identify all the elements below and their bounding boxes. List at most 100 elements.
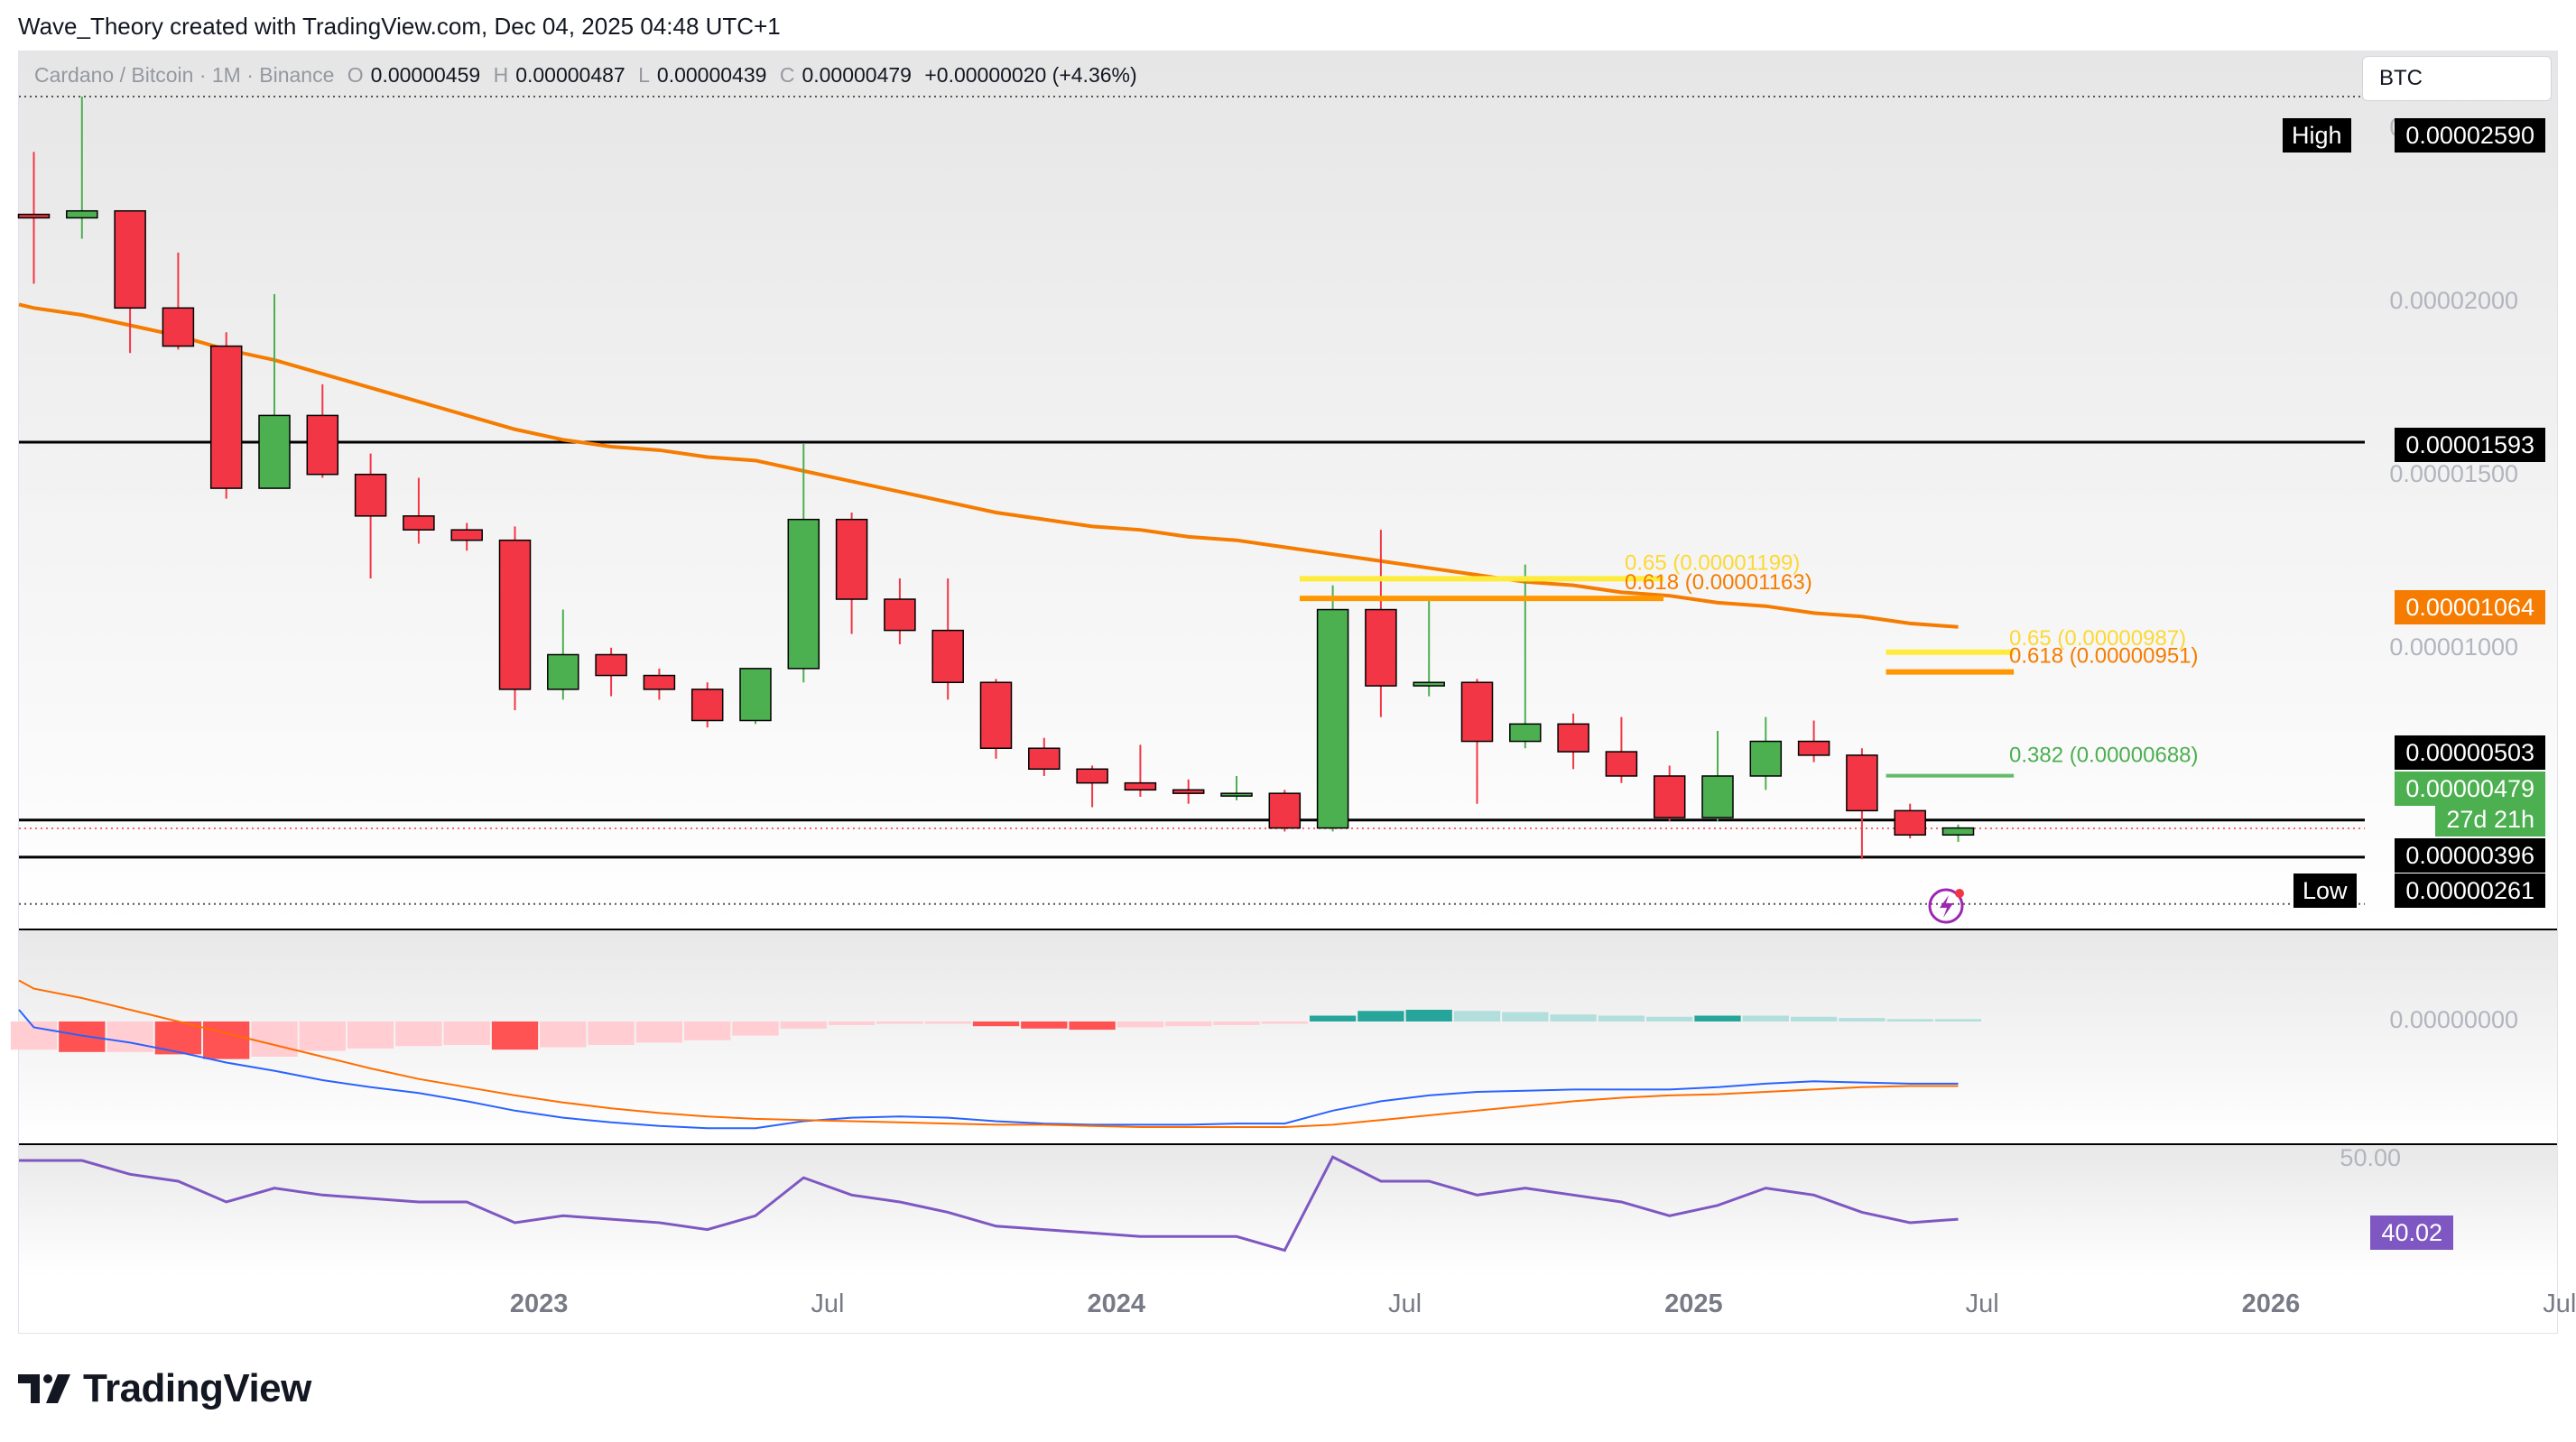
level-tag-2: 0.00000503: [2395, 735, 2545, 770]
candle-body: [209, 345, 243, 489]
macd-histogram-bar: [635, 1021, 683, 1043]
watermark-header: Wave_Theory created with TradingView.com…: [18, 13, 781, 40]
macd-zero-label: 0.00000000: [2389, 1006, 2518, 1033]
fib-label-0382: 0.382 (0.00000688): [2009, 744, 2199, 768]
candle-body: [979, 681, 1013, 749]
macd-histogram-bar: [395, 1021, 442, 1047]
candle-body: [884, 598, 916, 632]
macd-histogram-bar: [1598, 1015, 1645, 1021]
macd-histogram-bar: [1261, 1021, 1308, 1024]
macd-histogram-bar: [1213, 1021, 1260, 1025]
high-value: 0.00000487: [515, 63, 625, 87]
macd-histogram-bar: [1742, 1015, 1789, 1021]
candle-body: [258, 414, 291, 489]
macd-histogram-bar: [1502, 1012, 1549, 1021]
macd-histogram-bar: [540, 1021, 587, 1048]
tradingview-brand: TradingView: [83, 1366, 311, 1410]
macd-histogram-bar: [732, 1021, 779, 1036]
candle-body: [450, 529, 483, 541]
candle-body: [498, 539, 532, 690]
currency-selector[interactable]: BTC: [2362, 56, 2552, 101]
rsi-pane-background: [19, 1145, 2557, 1276]
macd-histogram-bar: [780, 1021, 827, 1029]
macd-histogram-bar: [1117, 1021, 1164, 1028]
macd-histogram-bar: [347, 1021, 394, 1049]
candle-body: [1749, 740, 1783, 777]
macd-histogram-bar: [684, 1021, 731, 1040]
main-pane-background: [19, 51, 2557, 929]
tradingview-footer[interactable]: TradingView: [18, 1366, 311, 1411]
time-axis-year-label: 2025: [1664, 1289, 1723, 1318]
candle-body: [1605, 751, 1638, 777]
time-axis-month-label: Jul: [2543, 1289, 2576, 1318]
time-axis-month-label: Jul: [1965, 1289, 1999, 1318]
candle-body: [1653, 775, 1686, 818]
candle-body: [1220, 792, 1253, 797]
lightning-icon[interactable]: [1928, 888, 1964, 924]
candle-body: [403, 515, 435, 531]
fib-label-0618: 0.618 (0.00001163): [1625, 570, 1812, 595]
time-axis-month-label: Jul: [811, 1289, 845, 1318]
macd-histogram-bar: [1357, 1011, 1404, 1021]
candle-body: [1172, 789, 1205, 794]
symbol-ohlc-line[interactable]: Cardano / Bitcoin · 1M · Binance O 0.0000…: [34, 63, 1144, 88]
candle-body: [1365, 608, 1397, 687]
macd-histogram-bar: [588, 1021, 635, 1045]
candle-body: [739, 668, 772, 722]
candle-body: [1076, 768, 1108, 784]
macd-histogram-bar: [1886, 1019, 1933, 1021]
chart-frame[interactable]: [18, 51, 2558, 1334]
candle-body: [66, 209, 98, 219]
candle-body: [1413, 681, 1445, 687]
high-label: H: [493, 63, 509, 87]
macd-histogram-bar: [491, 1021, 539, 1050]
high-tag-value: 0.00002590: [2395, 118, 2545, 153]
time-axis-year-label: 2026: [2241, 1289, 2301, 1318]
macd-histogram-bar: [299, 1021, 346, 1051]
level-tag-3: 0.00000396: [2395, 838, 2545, 873]
countdown-tag: 27d 21h: [2435, 802, 2545, 837]
macd-pane-background: [19, 930, 2557, 1143]
macd-histogram-bar: [1021, 1021, 1068, 1029]
candle-body: [690, 689, 724, 722]
macd-histogram-bar: [443, 1021, 490, 1045]
tradingview-logo-icon: [18, 1374, 70, 1403]
price-axis-label: 0.00002000: [2389, 286, 2518, 314]
candle-body: [1124, 781, 1157, 791]
rsi-line: [19, 1155, 1959, 1253]
macd-histogram-bar: [1309, 1015, 1357, 1021]
candle-body: [162, 307, 195, 347]
candle-body: [643, 674, 676, 690]
open-label: O: [347, 63, 364, 87]
macd-histogram-bar: [924, 1021, 971, 1024]
time-axis-month-label: Jul: [1388, 1289, 1422, 1318]
fib-label-065: 0.65 (0.00001199): [1625, 550, 1800, 575]
candle-body: [1509, 723, 1542, 743]
ema-tag: 0.00001064: [2395, 590, 2545, 624]
macd-histogram-bar: [1069, 1021, 1116, 1031]
open-value: 0.00000459: [370, 63, 481, 87]
macd-histogram-bar: [59, 1021, 106, 1052]
candle-body: [306, 414, 339, 476]
candle-body: [595, 653, 627, 677]
candle-body: [17, 213, 51, 219]
candle-body: [1894, 809, 1926, 837]
macd-histogram-bar: [972, 1021, 1020, 1027]
macd-histogram-bar: [1646, 1016, 1693, 1021]
candle-body: [1797, 740, 1830, 756]
candle-body: [354, 473, 387, 517]
rsi-level-label: 50.00: [2340, 1144, 2401, 1171]
macd-signal-line: [18, 979, 1959, 1128]
symbol-name[interactable]: Cardano / Bitcoin · 1M · Binance: [34, 63, 335, 87]
macd-histogram-bar: [1453, 1011, 1501, 1021]
level-tag-1: 0.00001593: [2395, 428, 2545, 462]
macd-histogram-bar: [10, 1021, 58, 1050]
candle-body: [1701, 775, 1734, 818]
close-label: C: [779, 63, 795, 87]
macd-histogram-bar: [828, 1021, 876, 1025]
candle-body: [1557, 723, 1589, 753]
price-axis-label: 0.00001000: [2389, 633, 2518, 661]
candle-body: [1460, 681, 1494, 743]
candle-body: [1316, 608, 1349, 829]
